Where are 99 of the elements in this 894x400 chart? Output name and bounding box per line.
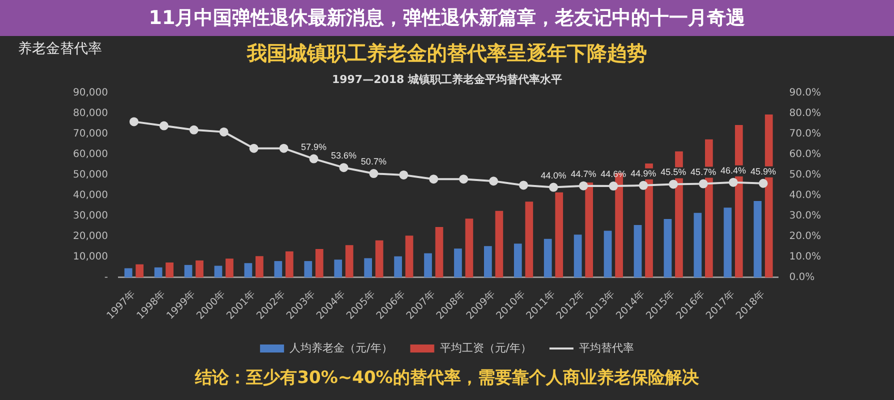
bar	[124, 268, 132, 278]
point	[369, 169, 378, 178]
y2-tick-label: 90.0%	[789, 88, 822, 99]
point	[189, 125, 198, 134]
bar	[544, 238, 552, 278]
bar	[424, 253, 432, 278]
point	[489, 176, 498, 186]
text: 养老金替代率	[18, 41, 102, 57]
chart-subtitle: 1997—2018 城镇职工养老金平均替代率水平	[332, 73, 562, 86]
bar	[136, 264, 144, 278]
y-tick-label: 80,000	[72, 108, 108, 120]
point	[519, 180, 528, 190]
point	[399, 170, 408, 180]
y2-tick-label: 0.0%	[789, 272, 815, 284]
bar	[525, 202, 534, 278]
bar	[256, 256, 264, 278]
bar	[694, 212, 702, 278]
banner: 11月中国弹性退休最新消息，弹性退休新篇章，老友记中的十一月奇遇	[0, 0, 894, 36]
bar	[394, 256, 402, 278]
point	[728, 178, 738, 187]
bar	[405, 236, 414, 278]
bar	[454, 248, 462, 278]
bar	[484, 246, 492, 278]
bar	[495, 210, 504, 278]
data-label: 45.5%	[660, 167, 686, 178]
bar	[285, 251, 294, 278]
y-tick-label: 70,000	[72, 128, 108, 140]
y2-tick-label: 60.0%	[789, 149, 822, 160]
y2-tick-label: 30.0%	[789, 210, 822, 222]
bar	[244, 263, 252, 278]
point	[429, 174, 438, 184]
data-label: 46.4%	[720, 165, 746, 176]
text: 结论：至少有30%~40%的替代率，需要靠个人商业养老保险解决	[195, 368, 699, 388]
data-label: 44.6%	[600, 169, 626, 180]
y-tick-label: 40,000	[72, 190, 108, 202]
bar	[226, 258, 234, 278]
bar	[604, 230, 612, 278]
y-tick-label: 20,000	[72, 231, 108, 242]
point	[459, 174, 468, 184]
bar	[274, 261, 282, 278]
bar	[214, 266, 222, 278]
bar	[514, 244, 522, 278]
data-label: 53.6%	[330, 150, 356, 161]
data-label: 57.9%	[301, 142, 327, 152]
bar	[664, 219, 672, 278]
point	[758, 178, 768, 188]
legend-label: 人均养老金（元/年）	[290, 341, 392, 354]
legend-label: 平均工资（元/年）	[440, 341, 532, 354]
y-tick-label: 60,000	[72, 149, 108, 160]
y2-tick-label: 70.0%	[789, 128, 822, 140]
point	[309, 154, 318, 164]
y2-tick-label: 40.0%	[789, 190, 822, 202]
bar	[634, 224, 642, 278]
bar	[435, 227, 444, 278]
bar	[184, 264, 192, 278]
bar	[304, 261, 312, 278]
point	[638, 180, 648, 190]
bar	[465, 218, 474, 278]
bar	[334, 260, 342, 278]
data-label: 44.7%	[570, 168, 596, 179]
bar	[166, 262, 174, 278]
data-label: 50.7%	[360, 156, 386, 167]
bar	[315, 248, 324, 278]
point	[279, 144, 288, 153]
data-label: 45.9%	[750, 166, 776, 176]
bar	[555, 192, 564, 278]
bar	[754, 201, 762, 278]
point	[159, 121, 168, 130]
point	[129, 117, 138, 126]
point	[249, 144, 258, 153]
y-tick-label: 10,000	[72, 252, 108, 263]
bar	[724, 208, 732, 278]
data-label: 45.7%	[690, 166, 716, 177]
y-tick-label: 90,000	[72, 88, 108, 99]
y2-tick-label: 80.0%	[789, 108, 822, 120]
bar	[196, 260, 204, 278]
y-tick-label: 50,000	[72, 170, 108, 181]
bar	[585, 182, 594, 278]
data-label: 44.0%	[540, 170, 566, 180]
point	[608, 182, 618, 191]
y-tick-label: 30,000	[72, 210, 108, 222]
legend-label: 平均替代率	[578, 341, 634, 354]
chart-title: 我国城镇职工养老金的替代率呈逐年下降趋势	[247, 41, 647, 65]
y2-tick-label: 50.0%	[789, 170, 822, 181]
point	[668, 180, 678, 189]
data-label: 44.9%	[630, 168, 656, 178]
bar	[364, 258, 372, 278]
bar	[375, 240, 384, 278]
y2-tick-label: 20.0%	[789, 231, 822, 242]
bar	[574, 234, 582, 278]
point	[219, 127, 228, 136]
point	[339, 163, 348, 172]
bar	[154, 267, 162, 278]
y-tick-label: -	[104, 272, 108, 284]
point	[698, 179, 708, 188]
bar	[345, 245, 354, 278]
point	[578, 181, 588, 190]
y2-tick-label: 10.0%	[789, 252, 822, 263]
point	[548, 182, 558, 192]
